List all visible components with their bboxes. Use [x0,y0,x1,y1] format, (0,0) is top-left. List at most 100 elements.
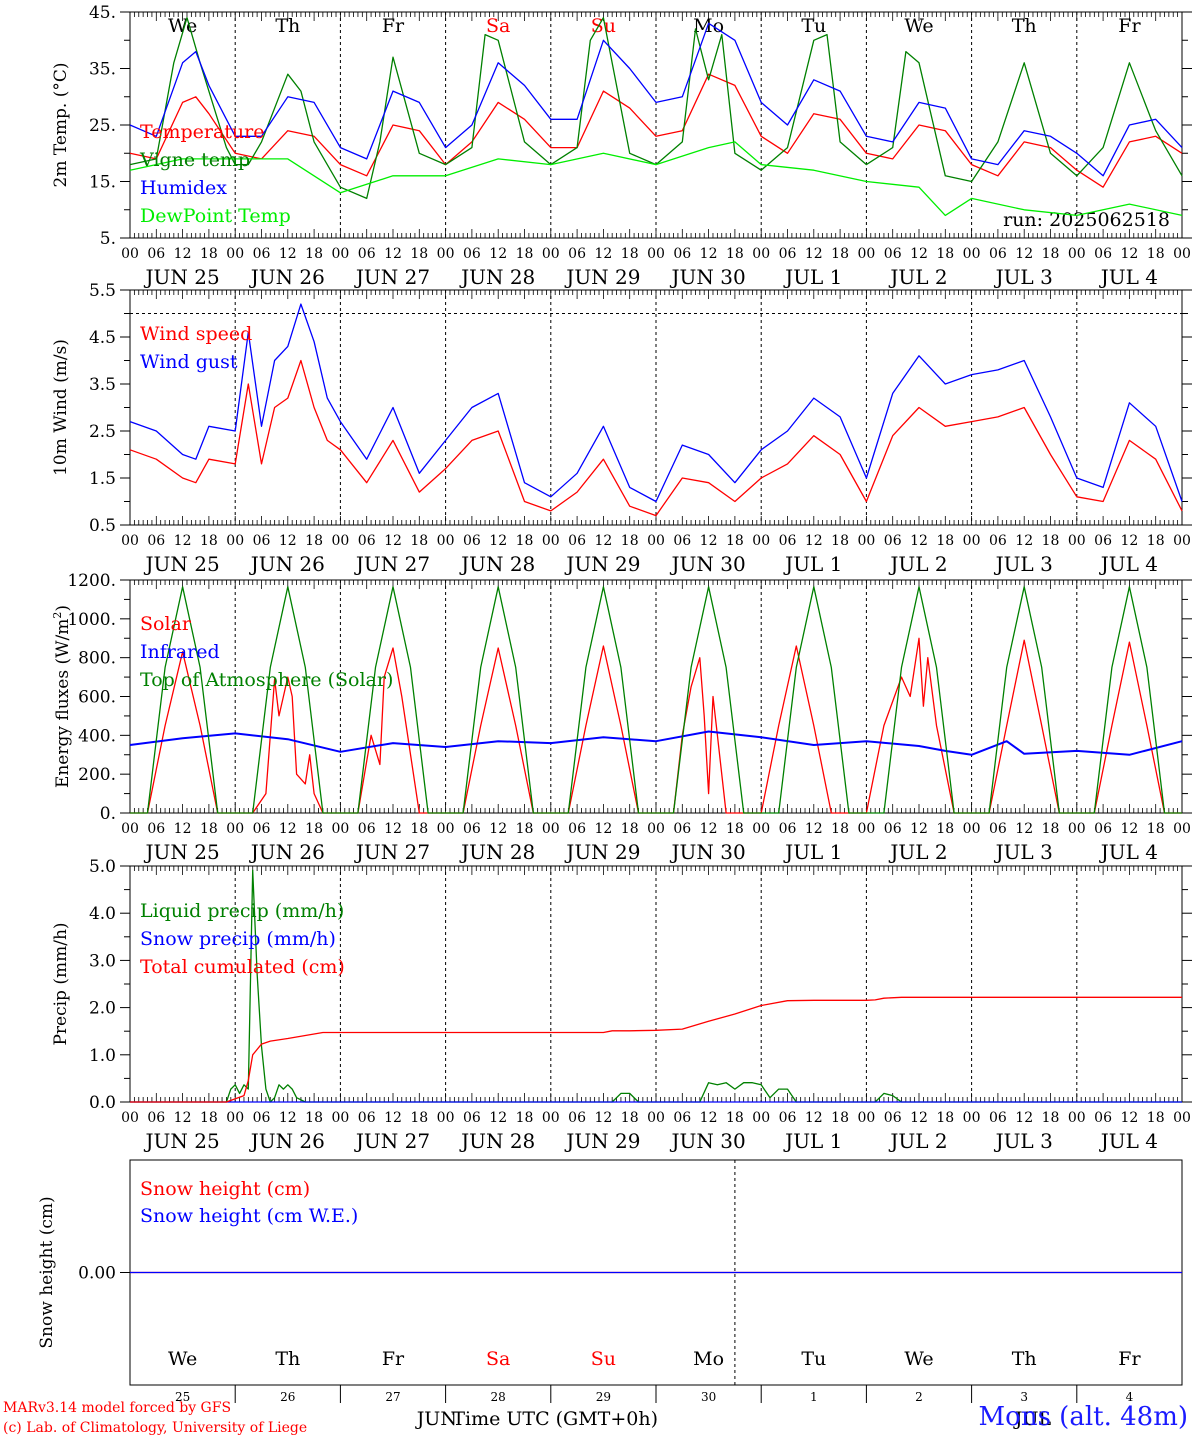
legend-entry: Liquid precip (mm/h) [140,900,344,922]
x-day-number: 25 [175,1390,190,1404]
series-line-temperature [129,73,1183,188]
legend-entry: Solar [140,613,192,635]
x-hour-label: 06 [673,246,691,262]
x-hour-label: 06 [147,1110,165,1126]
x-hour-label: 06 [1094,1110,1112,1126]
x-hour-label: 18 [410,533,428,549]
x-hour-label: 00 [542,246,560,262]
x-hour-label: 00 [1068,821,1086,837]
x-hour-label: 12 [1120,246,1138,262]
series-line-total-cumulated-cm [130,996,1182,1103]
x-hour-label: 00 [121,1110,139,1126]
legend-entry: Vigne temp [139,149,250,171]
x-date-label: JUN 30 [670,265,746,289]
x-hour-label: 12 [489,1110,507,1126]
x-hour-label: 18 [936,246,954,262]
x-hour-label: 18 [621,533,639,549]
x-hour-label: 12 [594,821,612,837]
x-hour-label: 06 [779,246,797,262]
x-hour-label: 18 [1042,821,1060,837]
x-hour-label: 18 [621,1110,639,1126]
y-tick-label: 1200. [67,571,116,591]
x-hour-label: 12 [805,246,823,262]
series-line-wind-speed [129,359,1183,517]
x-hour-label: 06 [147,533,165,549]
x-hour-label: 12 [489,533,507,549]
x-hour-label: 12 [279,821,297,837]
x-hour-label: 12 [700,821,718,837]
x-hour-label: 18 [621,821,639,837]
x-hour-label: 06 [673,1110,691,1126]
x-hour-label: 00 [857,246,875,262]
x-month-label: JUN [415,1408,457,1430]
x-hour-label: 18 [831,246,849,262]
x-hour-label: 18 [200,1110,218,1126]
run-label: run: 2025062518 [1003,209,1170,231]
x-hour-label: 12 [700,533,718,549]
x-hour-label: 12 [1015,533,1033,549]
y-tick-label: 25. [89,116,116,136]
x-hour-label: 18 [1147,1110,1165,1126]
x-day-number: 27 [385,1390,400,1404]
x-hour-label: 12 [1120,821,1138,837]
x-hour-label: 12 [489,246,507,262]
x-date-label: JUN 28 [459,265,535,289]
series-line-dewpoint-temp [129,141,1183,217]
x-date-label: JUN 28 [459,1129,535,1153]
x-hour-label: 06 [673,821,691,837]
weekday-label: Fr [382,15,405,37]
x-day-number: 29 [596,1390,611,1404]
weekday-label: Fr [1118,1348,1141,1370]
x-hour-label: 00 [1173,246,1191,262]
x-hour-label: 12 [174,533,192,549]
x-date-label: JUN 30 [670,1129,746,1153]
x-date-label: JUN 27 [354,1129,430,1153]
panel-energy: 0. 200. 400. 600. 800. 1000. 1200. Energy fluxe… [51,571,1192,864]
x-hour-label: 18 [726,821,744,837]
credit-line-1: MARv3.14 model forced by GFS [3,1400,232,1416]
y-tick-label: 0. [100,804,116,824]
x-hour-label: 00 [857,533,875,549]
x-hour-label: 06 [884,533,902,549]
weekday-label: Th [275,1348,300,1370]
x-hour-label: 06 [463,533,481,549]
x-hour-label: 12 [279,246,297,262]
x-hour-label: 00 [752,821,770,837]
x-hour-label: 18 [410,1110,428,1126]
x-hour-label: 12 [384,821,402,837]
legend-entry: Humidex [140,177,227,199]
x-hour-label: 12 [174,821,192,837]
x-hour-label: 00 [857,1110,875,1126]
x-hour-label: 12 [1120,533,1138,549]
x-month-label: JUL [1013,1408,1052,1430]
x-hour-label: 18 [1147,821,1165,837]
x-hour-label: 18 [200,246,218,262]
x-hour-label: 00 [752,533,770,549]
legend-entry: Total cumulated (cm) [140,956,345,978]
x-hour-label: 06 [1094,821,1112,837]
weekday-label: Mo [693,1348,724,1370]
x-hour-label: 06 [779,533,797,549]
panel-temperature: 5. 15. 25. 35. 45. 2m Temp. (°C) 00 06 12 18 JUN 2… [51,3,1192,289]
x-hour-label: 18 [1147,246,1165,262]
x-hour-label: 18 [1042,1110,1060,1126]
x-hour-label: 06 [568,821,586,837]
x-hour-label: 18 [516,821,534,837]
y-tick-label: 1.0 [89,1046,116,1066]
x-hour-label: 18 [1042,533,1060,549]
x-date-label: JUN 26 [249,1129,325,1153]
x-hour-label: 00 [752,246,770,262]
x-date-label: JUN 28 [459,552,535,576]
x-hour-label: 18 [831,1110,849,1126]
x-hour-label: 06 [989,1110,1007,1126]
x-hour-label: 00 [437,533,455,549]
x-hour-label: 18 [410,246,428,262]
panel-precip: 0.0 1.0 2.0 3.0 4.0 5.0 Precip (mm/h) 00 06 12 18 J… [51,857,1192,1153]
legend-entry: Wind gust [140,351,238,373]
x-date-label: JUL 1 [783,840,842,864]
x-hour-label: 00 [647,533,665,549]
x-hour-label: 06 [989,821,1007,837]
x-date-label: JUN 26 [249,265,325,289]
x-hour-label: 00 [226,533,244,549]
y-tick-label: 45. [89,3,116,23]
